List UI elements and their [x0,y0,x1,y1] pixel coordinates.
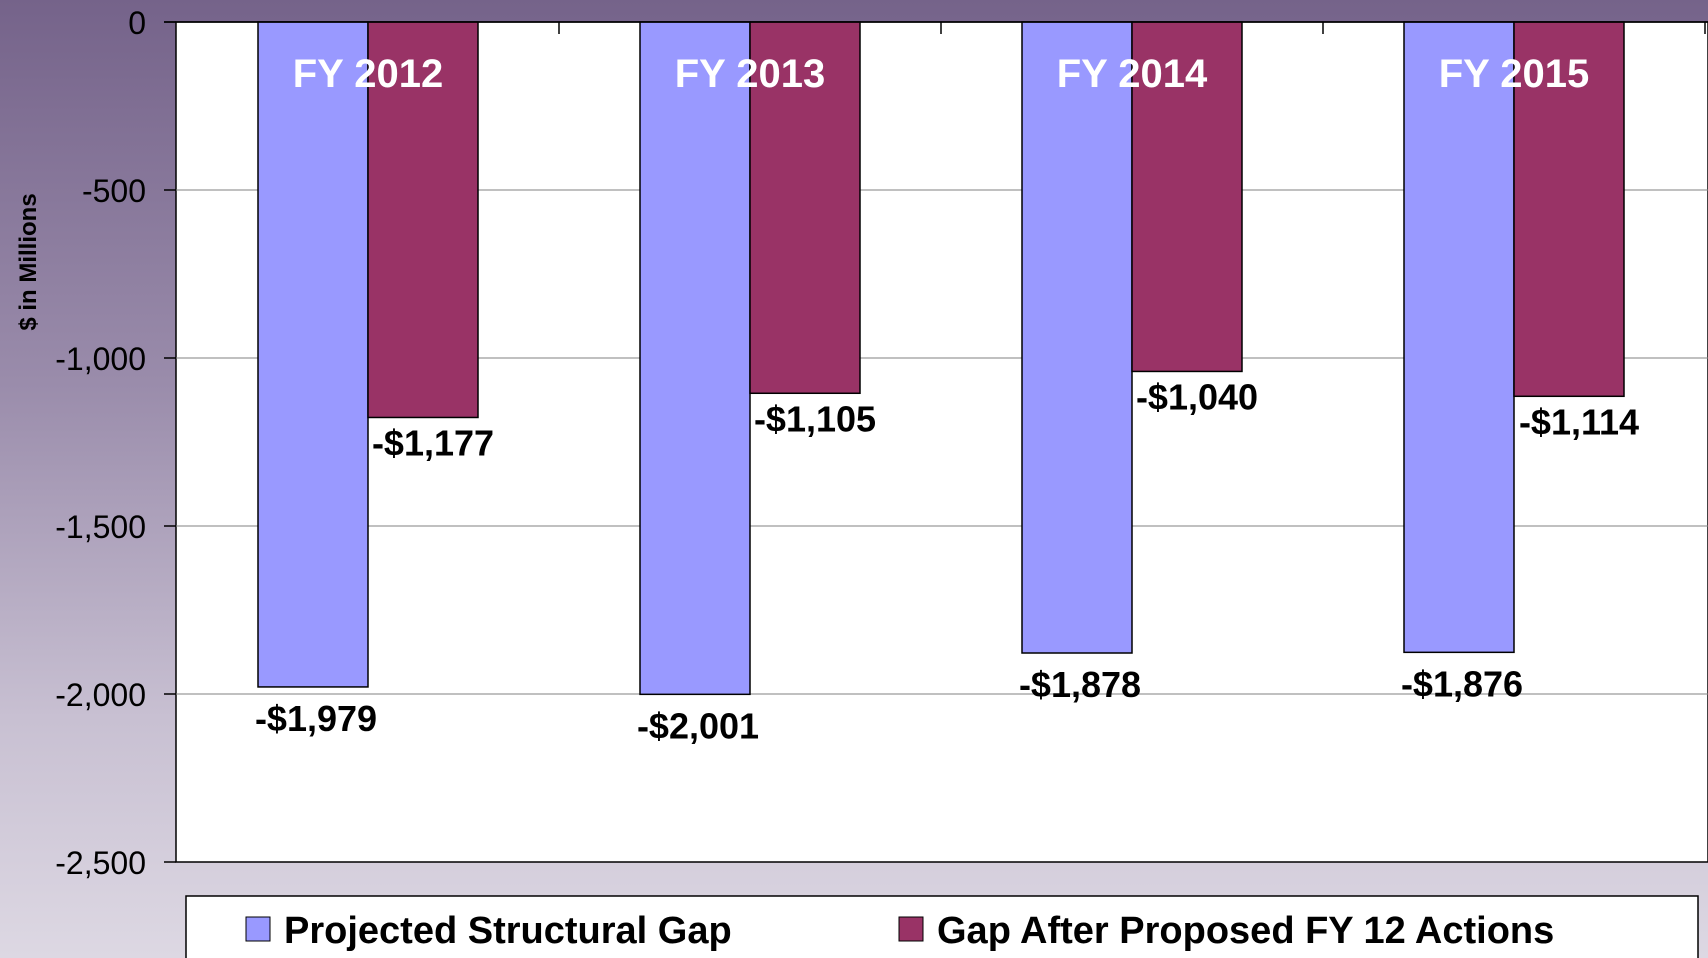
data-label: -$1,105 [754,398,876,439]
y-tick-label: -1,000 [55,341,146,377]
category-label: FY 2012 [293,52,444,96]
data-label: -$1,979 [255,698,377,739]
legend: Projected Structural Gap Gap After Propo… [185,895,1699,958]
category-label: FY 2015 [1439,52,1590,96]
bar [257,21,369,688]
data-label: -$1,040 [1136,376,1258,417]
y-axis-label: $ in Millions [15,193,42,330]
data-label: -$1,177 [372,422,494,463]
bar [1131,21,1243,373]
data-label: -$2,001 [637,705,759,746]
bar [1513,21,1625,398]
y-tick-label: -500 [82,173,146,209]
bar [749,21,861,395]
category-label: FY 2013 [675,52,826,96]
data-label: -$1,876 [1401,663,1523,704]
bar [367,21,479,419]
y-tick-label: -2,500 [55,845,146,881]
data-label: -$1,114 [1519,401,1639,442]
bar [639,21,751,696]
legend-box [185,895,1699,958]
legend-label-gap-after-proposed-fy12-actions: Gap After Proposed FY 12 Actions [937,910,1554,952]
category-label: FY 2014 [1057,52,1208,96]
legend-label-projected-structural-gap: Projected Structural Gap [284,910,732,952]
y-tick-label: -1,500 [55,509,146,545]
y-tick-label: 0 [128,5,146,41]
legend-swatch-projected-structural-gap [245,916,271,942]
bar [1021,21,1133,654]
legend-swatch-gap-after-proposed-fy12-actions [898,916,924,942]
data-label: -$1,878 [1019,664,1141,705]
bar [1403,21,1515,654]
y-tick-label: -2,000 [55,677,146,713]
